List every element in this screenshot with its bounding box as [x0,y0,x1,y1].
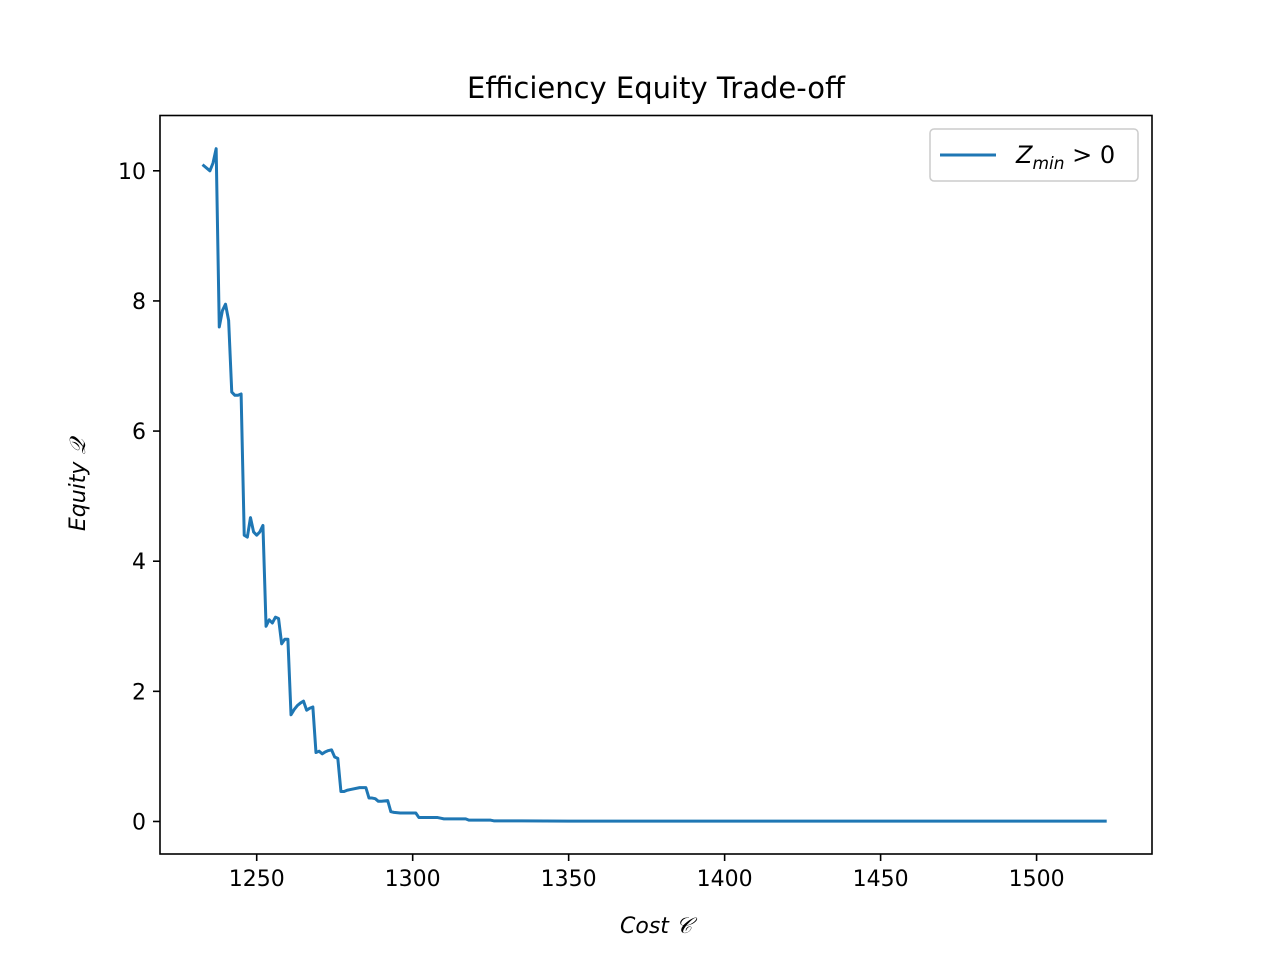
axes-frame [159,114,1153,855]
y-tick-label: 4 [132,550,146,575]
y-axis-title: Equity 𝒬 [66,436,91,532]
y-tick-label: 10 [118,160,146,185]
legend-box [929,128,1139,182]
x-axis-title: Cost 𝒞 [620,914,698,939]
x-tick-label: 1450 [853,867,909,892]
x-axis-ticks: 1250 1300 1350 1400 1450 1500 [229,854,1065,892]
x-tick-label: 1350 [541,867,597,892]
y-tick-label: 6 [132,420,146,445]
x-tick-label: 1500 [1009,867,1065,892]
plot-area [201,147,1107,823]
y-tick-label: 0 [132,810,146,835]
legend-label: Zmin > 0 [1015,141,1115,174]
y-tick-label: 8 [132,290,146,315]
legend-label-rest: > 0 [1065,141,1116,169]
series-line-0 [201,147,1107,823]
chart-title: Efficiency Equity Trade-off [467,71,846,105]
x-tick-label: 1250 [229,867,285,892]
legend-label-main: Z [1015,141,1033,169]
x-tick-label: 1300 [385,867,441,892]
legend: Zmin > 0 [929,128,1139,182]
x-tick-label: 1400 [697,867,753,892]
y-axis-ticks: 0 2 4 6 8 10 [118,160,160,835]
legend-label-subscript: min [1032,154,1064,174]
y-tick-label: 2 [132,680,146,705]
